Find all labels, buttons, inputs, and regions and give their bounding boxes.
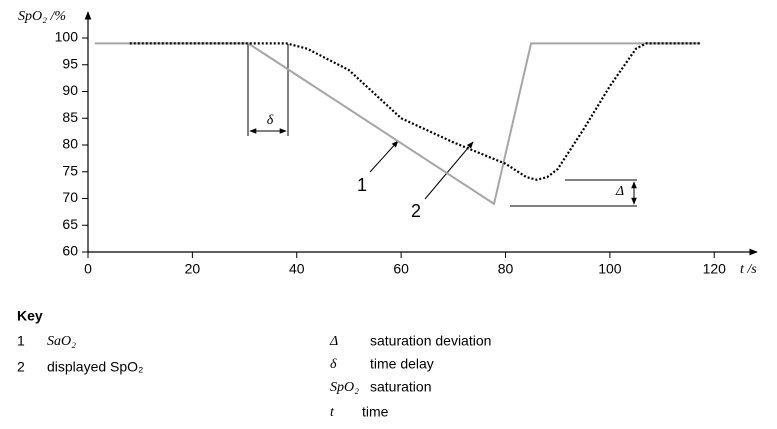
y-tick-label: 70	[62, 189, 78, 205]
y-tick-label: 95	[62, 55, 78, 71]
annotation: Δ	[615, 184, 624, 199]
y-tick-label: 65	[62, 216, 78, 232]
key-symbol: δ	[330, 357, 337, 372]
y-tick-label: 90	[62, 82, 78, 98]
annotation: δ	[267, 113, 274, 128]
x-tick-label: 0	[84, 261, 92, 277]
x-axis-label: t /s	[740, 262, 757, 277]
x-tick-label: 80	[498, 261, 514, 277]
y-tick-label: 60	[62, 243, 78, 259]
y-tick-label: 85	[62, 109, 78, 125]
key-text: saturation deviation	[370, 333, 491, 349]
key-id: 1	[17, 333, 25, 349]
y-tick-label: 100	[55, 29, 79, 45]
series-line	[94, 42, 701, 206]
key-text: time	[362, 404, 389, 420]
key-symbol: t	[330, 405, 335, 420]
key-symbol: Δ	[329, 334, 338, 349]
key-text: SaO₂	[47, 334, 76, 349]
label-arrow	[424, 141, 474, 200]
x-tick-label: 60	[393, 261, 409, 277]
key-title: Key	[17, 308, 43, 324]
x-tick-label: 120	[703, 261, 727, 277]
label-arrow	[369, 140, 399, 173]
key-symbol: SpO₂	[330, 380, 359, 395]
y-tick-label: 80	[62, 136, 78, 152]
key-text: displayed SpO₂	[47, 359, 144, 375]
series-line	[129, 42, 702, 181]
curve-label: 1	[357, 175, 367, 195]
x-tick-label: 100	[598, 261, 622, 277]
y-axis-label: SpO₂ /%	[18, 9, 66, 24]
x-tick-label: 40	[289, 261, 305, 277]
x-tick-label: 20	[185, 261, 201, 277]
key-text: time delay	[370, 356, 434, 372]
key-text: saturation	[370, 379, 431, 395]
key-id: 2	[17, 359, 25, 375]
y-tick-label: 75	[62, 162, 78, 178]
curve-label: 2	[411, 201, 421, 221]
